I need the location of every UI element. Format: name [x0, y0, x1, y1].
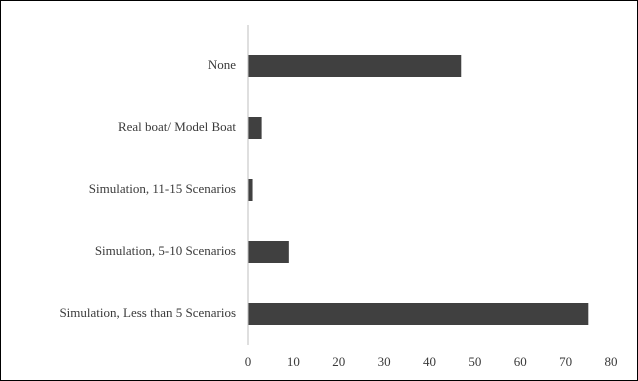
- bar-2: [248, 179, 253, 201]
- x-tick-labels: 0 10 20 30 40 50 60 70 80: [245, 354, 618, 369]
- x-tick-label: 20: [332, 354, 345, 369]
- x-tick-label: 10: [287, 354, 300, 369]
- x-tick-label: 80: [605, 354, 618, 369]
- category-label: Real boat/ Model Boat: [118, 119, 236, 134]
- x-tick-label: 30: [378, 354, 391, 369]
- category-label: Simulation, 11-15 Scenarios: [89, 181, 236, 196]
- bar-0: [248, 55, 462, 77]
- x-tick-label: 40: [423, 354, 436, 369]
- x-tick-label: 60: [514, 354, 527, 369]
- category-label: Simulation, 5-10 Scenarios: [95, 243, 236, 258]
- x-tick-label: 70: [559, 354, 572, 369]
- bars-group: [248, 55, 589, 325]
- category-label: None: [208, 57, 236, 72]
- category-labels: None Real boat/ Model Boat Simulation, 11-…: [59, 57, 236, 320]
- x-tick-label: 50: [468, 354, 481, 369]
- category-label: Simulation, Less than 5 Scenarios: [59, 305, 236, 320]
- bar-4: [248, 303, 589, 325]
- bar-1: [248, 117, 262, 139]
- x-tick-label: 0: [245, 354, 252, 369]
- bar-3: [248, 241, 289, 263]
